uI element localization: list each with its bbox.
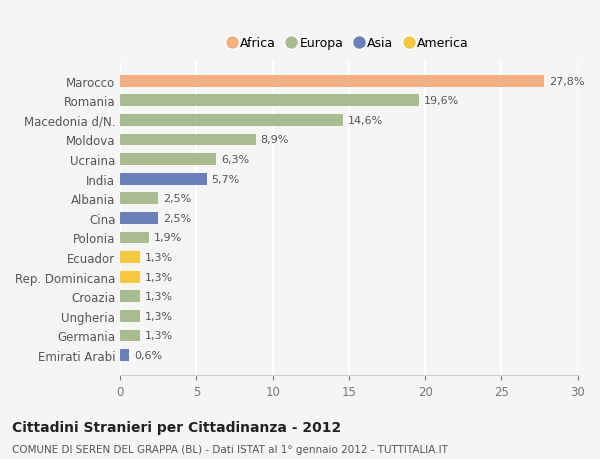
Bar: [120, 310, 140, 322]
Text: 1,3%: 1,3%: [145, 311, 173, 321]
Text: 1,9%: 1,9%: [154, 233, 182, 243]
Text: 8,9%: 8,9%: [260, 135, 289, 145]
Bar: [120, 271, 140, 283]
Text: 1,3%: 1,3%: [145, 272, 173, 282]
Text: 19,6%: 19,6%: [424, 96, 459, 106]
Text: 1,3%: 1,3%: [145, 291, 173, 302]
Text: 2,5%: 2,5%: [163, 194, 191, 204]
Bar: [120, 232, 149, 244]
Text: COMUNE DI SEREN DEL GRAPPA (BL) - Dati ISTAT al 1° gennaio 2012 - TUTTITALIA.IT: COMUNE DI SEREN DEL GRAPPA (BL) - Dati I…: [12, 444, 448, 454]
Bar: [120, 154, 216, 166]
Bar: [120, 95, 419, 107]
Text: 14,6%: 14,6%: [347, 116, 383, 126]
Bar: [120, 330, 140, 341]
Bar: [120, 349, 129, 361]
Bar: [120, 134, 256, 146]
Text: 6,3%: 6,3%: [221, 155, 249, 165]
Text: 0,6%: 0,6%: [134, 350, 162, 360]
Bar: [120, 213, 158, 224]
Bar: [120, 252, 140, 263]
Bar: [120, 291, 140, 302]
Text: 2,5%: 2,5%: [163, 213, 191, 224]
Text: 1,3%: 1,3%: [145, 252, 173, 263]
Text: 5,7%: 5,7%: [212, 174, 240, 185]
Text: 1,3%: 1,3%: [145, 331, 173, 341]
Bar: [120, 115, 343, 127]
Text: 27,8%: 27,8%: [548, 77, 584, 86]
Bar: [120, 76, 544, 87]
Bar: [120, 174, 207, 185]
Bar: [120, 193, 158, 205]
Legend: Africa, Europa, Asia, America: Africa, Europa, Asia, America: [225, 33, 473, 54]
Text: Cittadini Stranieri per Cittadinanza - 2012: Cittadini Stranieri per Cittadinanza - 2…: [12, 420, 341, 434]
